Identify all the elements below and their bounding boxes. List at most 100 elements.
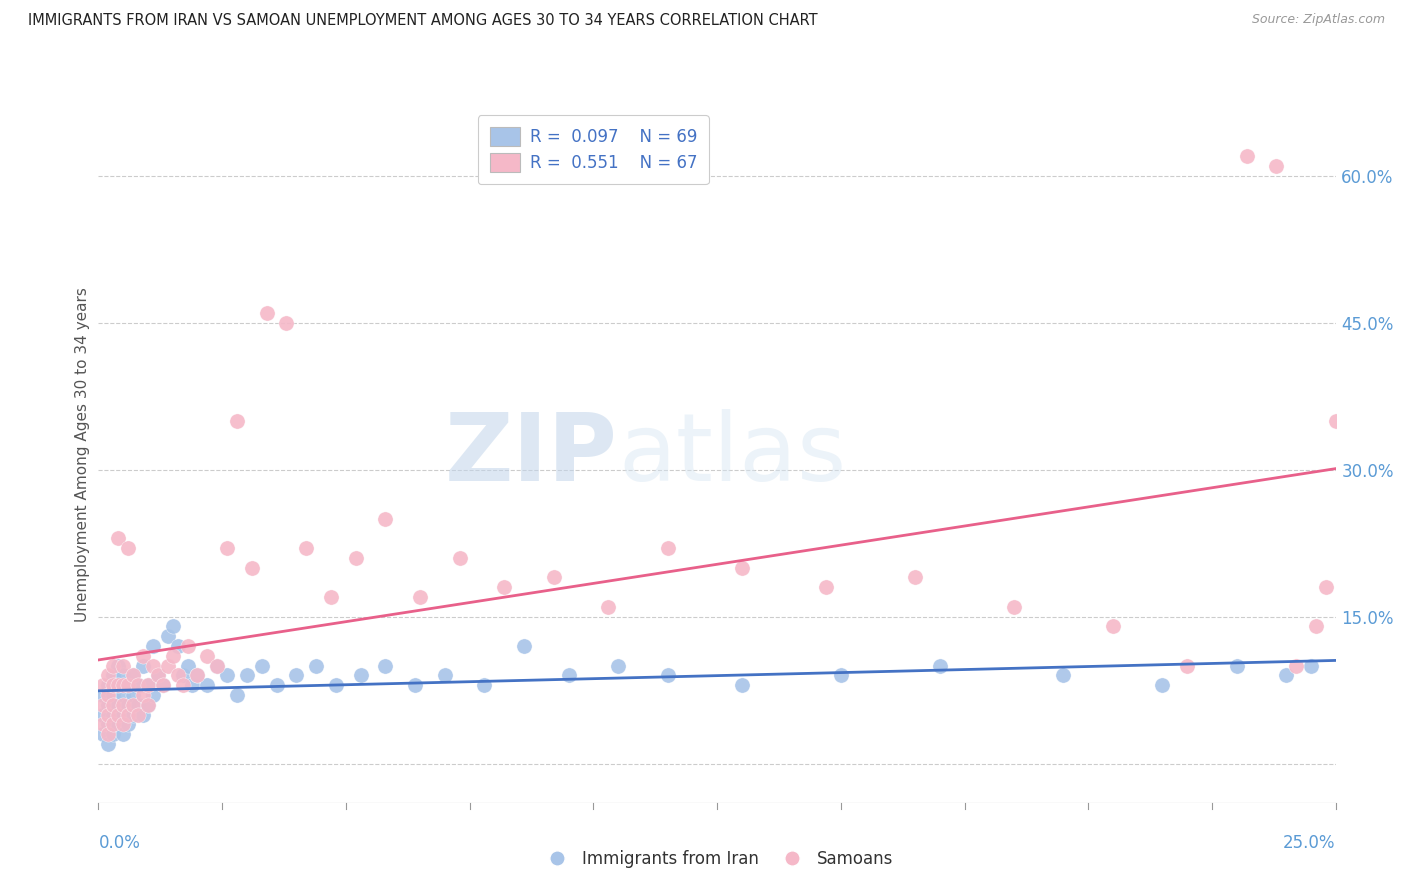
Y-axis label: Unemployment Among Ages 30 to 34 years: Unemployment Among Ages 30 to 34 years — [75, 287, 90, 623]
Point — [731, 560, 754, 574]
Point — [543, 570, 565, 584]
Text: 25.0%: 25.0% — [1284, 834, 1336, 852]
Point — [226, 414, 249, 428]
Point — [1315, 580, 1337, 594]
Point — [266, 678, 288, 692]
Point — [122, 668, 145, 682]
Point — [112, 668, 135, 682]
Point — [433, 668, 456, 682]
Point — [117, 707, 139, 722]
Point — [557, 668, 579, 682]
Point — [904, 570, 927, 584]
Point — [93, 707, 115, 722]
Point — [1226, 658, 1249, 673]
Point — [127, 678, 149, 692]
Point — [162, 648, 184, 663]
Point — [127, 698, 149, 712]
Point — [112, 688, 135, 702]
Point — [319, 590, 342, 604]
Point — [97, 717, 120, 731]
Point — [93, 717, 115, 731]
Point — [205, 658, 228, 673]
Point — [731, 678, 754, 692]
Point — [132, 688, 155, 702]
Point — [152, 678, 174, 692]
Point — [830, 668, 852, 682]
Point — [276, 316, 298, 330]
Point — [136, 698, 159, 712]
Point — [107, 678, 129, 692]
Point — [1265, 159, 1288, 173]
Point — [195, 678, 218, 692]
Point — [256, 306, 278, 320]
Point — [236, 668, 259, 682]
Point — [240, 560, 263, 574]
Point — [93, 727, 115, 741]
Point — [146, 668, 169, 682]
Point — [93, 688, 115, 702]
Point — [112, 698, 135, 712]
Point — [195, 648, 218, 663]
Point — [122, 707, 145, 722]
Point — [162, 619, 184, 633]
Point — [107, 678, 129, 692]
Text: Source: ZipAtlas.com: Source: ZipAtlas.com — [1251, 13, 1385, 27]
Point — [97, 737, 120, 751]
Point — [97, 707, 120, 722]
Point — [1275, 668, 1298, 682]
Point — [607, 658, 630, 673]
Point — [1305, 619, 1327, 633]
Point — [1052, 668, 1074, 682]
Point — [112, 717, 135, 731]
Point — [814, 580, 837, 594]
Point — [928, 658, 950, 673]
Point — [513, 639, 536, 653]
Point — [93, 698, 115, 712]
Point — [103, 668, 125, 682]
Text: atlas: atlas — [619, 409, 846, 501]
Point — [132, 658, 155, 673]
Point — [217, 668, 239, 682]
Point — [1324, 414, 1347, 428]
Point — [657, 541, 679, 555]
Point — [103, 658, 125, 673]
Point — [295, 541, 318, 555]
Point — [176, 658, 198, 673]
Point — [107, 717, 129, 731]
Point — [1285, 658, 1308, 673]
Point — [142, 658, 165, 673]
Point — [97, 698, 120, 712]
Point — [1299, 658, 1322, 673]
Point — [136, 678, 159, 692]
Point — [117, 541, 139, 555]
Point — [107, 707, 129, 722]
Point — [103, 717, 125, 731]
Text: IMMIGRANTS FROM IRAN VS SAMOAN UNEMPLOYMENT AMONG AGES 30 TO 34 YEARS CORRELATIO: IMMIGRANTS FROM IRAN VS SAMOAN UNEMPLOYM… — [28, 13, 818, 29]
Point — [657, 668, 679, 682]
Point — [186, 668, 208, 682]
Point — [103, 698, 125, 712]
Point — [122, 698, 145, 712]
Point — [1002, 599, 1025, 614]
Point — [103, 688, 125, 702]
Point — [136, 698, 159, 712]
Point — [142, 688, 165, 702]
Point — [166, 639, 188, 653]
Point — [449, 550, 471, 565]
Point — [97, 688, 120, 702]
Point — [186, 668, 208, 682]
Point — [103, 727, 125, 741]
Point — [103, 678, 125, 692]
Point — [285, 668, 308, 682]
Text: ZIP: ZIP — [446, 409, 619, 501]
Point — [112, 707, 135, 722]
Point — [1102, 619, 1125, 633]
Text: 0.0%: 0.0% — [98, 834, 141, 852]
Point — [122, 688, 145, 702]
Point — [103, 707, 125, 722]
Point — [156, 658, 179, 673]
Point — [250, 658, 273, 673]
Point — [598, 599, 620, 614]
Point — [93, 678, 115, 692]
Point — [305, 658, 328, 673]
